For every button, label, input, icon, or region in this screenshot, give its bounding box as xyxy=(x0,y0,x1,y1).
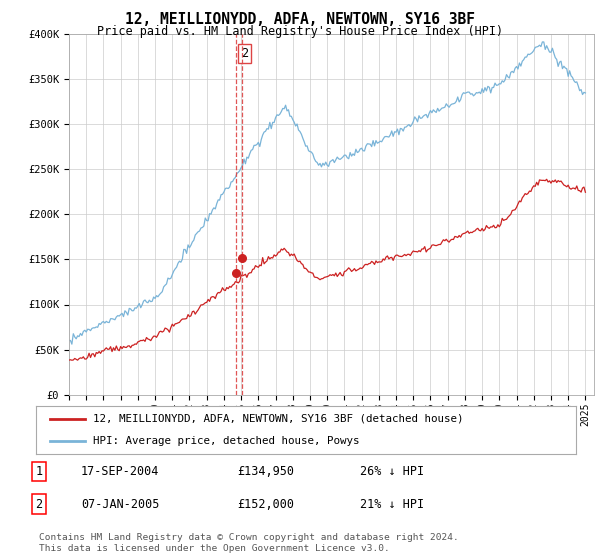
Text: 1: 1 xyxy=(35,465,43,478)
Text: HPI: Average price, detached house, Powys: HPI: Average price, detached house, Powy… xyxy=(92,436,359,446)
Text: 12, MEILLIONYDD, ADFA, NEWTOWN, SY16 3BF (detached house): 12, MEILLIONYDD, ADFA, NEWTOWN, SY16 3BF… xyxy=(92,414,463,424)
Text: 2: 2 xyxy=(35,497,43,511)
Text: £134,950: £134,950 xyxy=(237,465,294,478)
Text: 26% ↓ HPI: 26% ↓ HPI xyxy=(360,465,424,478)
Text: 17-SEP-2004: 17-SEP-2004 xyxy=(81,465,160,478)
Text: 12, MEILLIONYDD, ADFA, NEWTOWN, SY16 3BF: 12, MEILLIONYDD, ADFA, NEWTOWN, SY16 3BF xyxy=(125,12,475,27)
Text: 21% ↓ HPI: 21% ↓ HPI xyxy=(360,497,424,511)
Text: £152,000: £152,000 xyxy=(237,497,294,511)
Text: 2: 2 xyxy=(241,47,248,60)
Text: Price paid vs. HM Land Registry's House Price Index (HPI): Price paid vs. HM Land Registry's House … xyxy=(97,25,503,38)
Text: 07-JAN-2005: 07-JAN-2005 xyxy=(81,497,160,511)
Text: Contains HM Land Registry data © Crown copyright and database right 2024.
This d: Contains HM Land Registry data © Crown c… xyxy=(39,533,459,553)
